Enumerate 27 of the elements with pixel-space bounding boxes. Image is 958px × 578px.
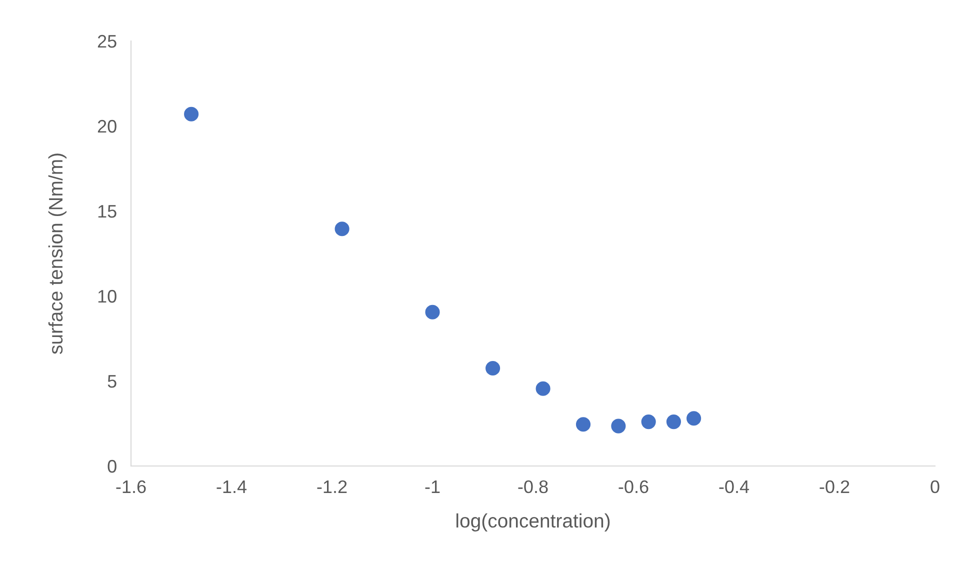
x-tick-label: -0.8 — [518, 480, 548, 494]
y-tick-label: 25 — [98, 34, 116, 48]
x-tick-label: -1.2 — [317, 480, 347, 493]
y-tick-label: 5 — [108, 375, 116, 388]
point — [425, 304, 440, 320]
y-tick-label: 10 — [98, 290, 116, 303]
point — [486, 360, 500, 376]
y-axis-title: surface tension (Nm/m) — [48, 154, 66, 354]
y-tick-label: 0 — [108, 460, 116, 473]
point — [576, 417, 591, 432]
x-tick-label: -0.2 — [820, 480, 850, 494]
y-tick-label: 15 — [98, 205, 116, 218]
point — [536, 381, 550, 396]
x-tick-label: -0.6 — [618, 480, 648, 494]
point — [641, 414, 656, 430]
point — [184, 106, 199, 122]
x-tick-label: -1 — [425, 480, 440, 493]
point — [334, 222, 350, 236]
point — [611, 418, 626, 434]
x-axis-title: log(concentration) — [456, 513, 610, 532]
y-tick-label: 20 — [98, 120, 116, 133]
point — [666, 414, 681, 430]
x-tick-label: -1.6 — [116, 480, 146, 494]
x-tick-label: 0 — [930, 480, 940, 494]
x-tick-label: -0.4 — [719, 480, 750, 494]
x-tick-label: -1.4 — [216, 480, 247, 493]
point — [686, 411, 702, 426]
